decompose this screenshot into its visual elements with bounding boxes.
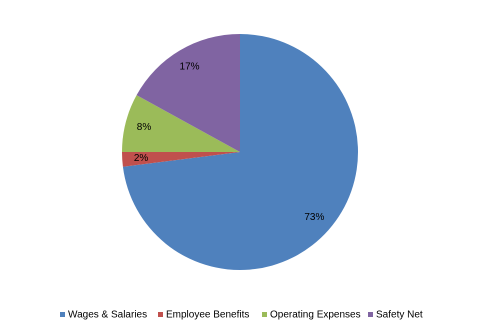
legend-label: Safety Net [376, 310, 423, 321]
data-label: 8% [137, 122, 152, 133]
data-label: 2% [134, 153, 149, 164]
legend-label: Employee Benefits [166, 310, 249, 321]
legend-marker [60, 312, 65, 317]
pie-slice [122, 95, 240, 152]
pie-slice [122, 34, 358, 270]
legend-label: Wages & Salaries [68, 310, 147, 321]
legend-label: Operating Expenses [270, 310, 361, 321]
legend-marker [158, 312, 163, 317]
legend-marker [262, 312, 267, 317]
data-label: 73% [304, 212, 324, 223]
pie-slice [136, 33, 240, 152]
legend-marker [368, 312, 373, 317]
data-label: 17% [180, 61, 200, 72]
pie-slice [122, 152, 240, 167]
